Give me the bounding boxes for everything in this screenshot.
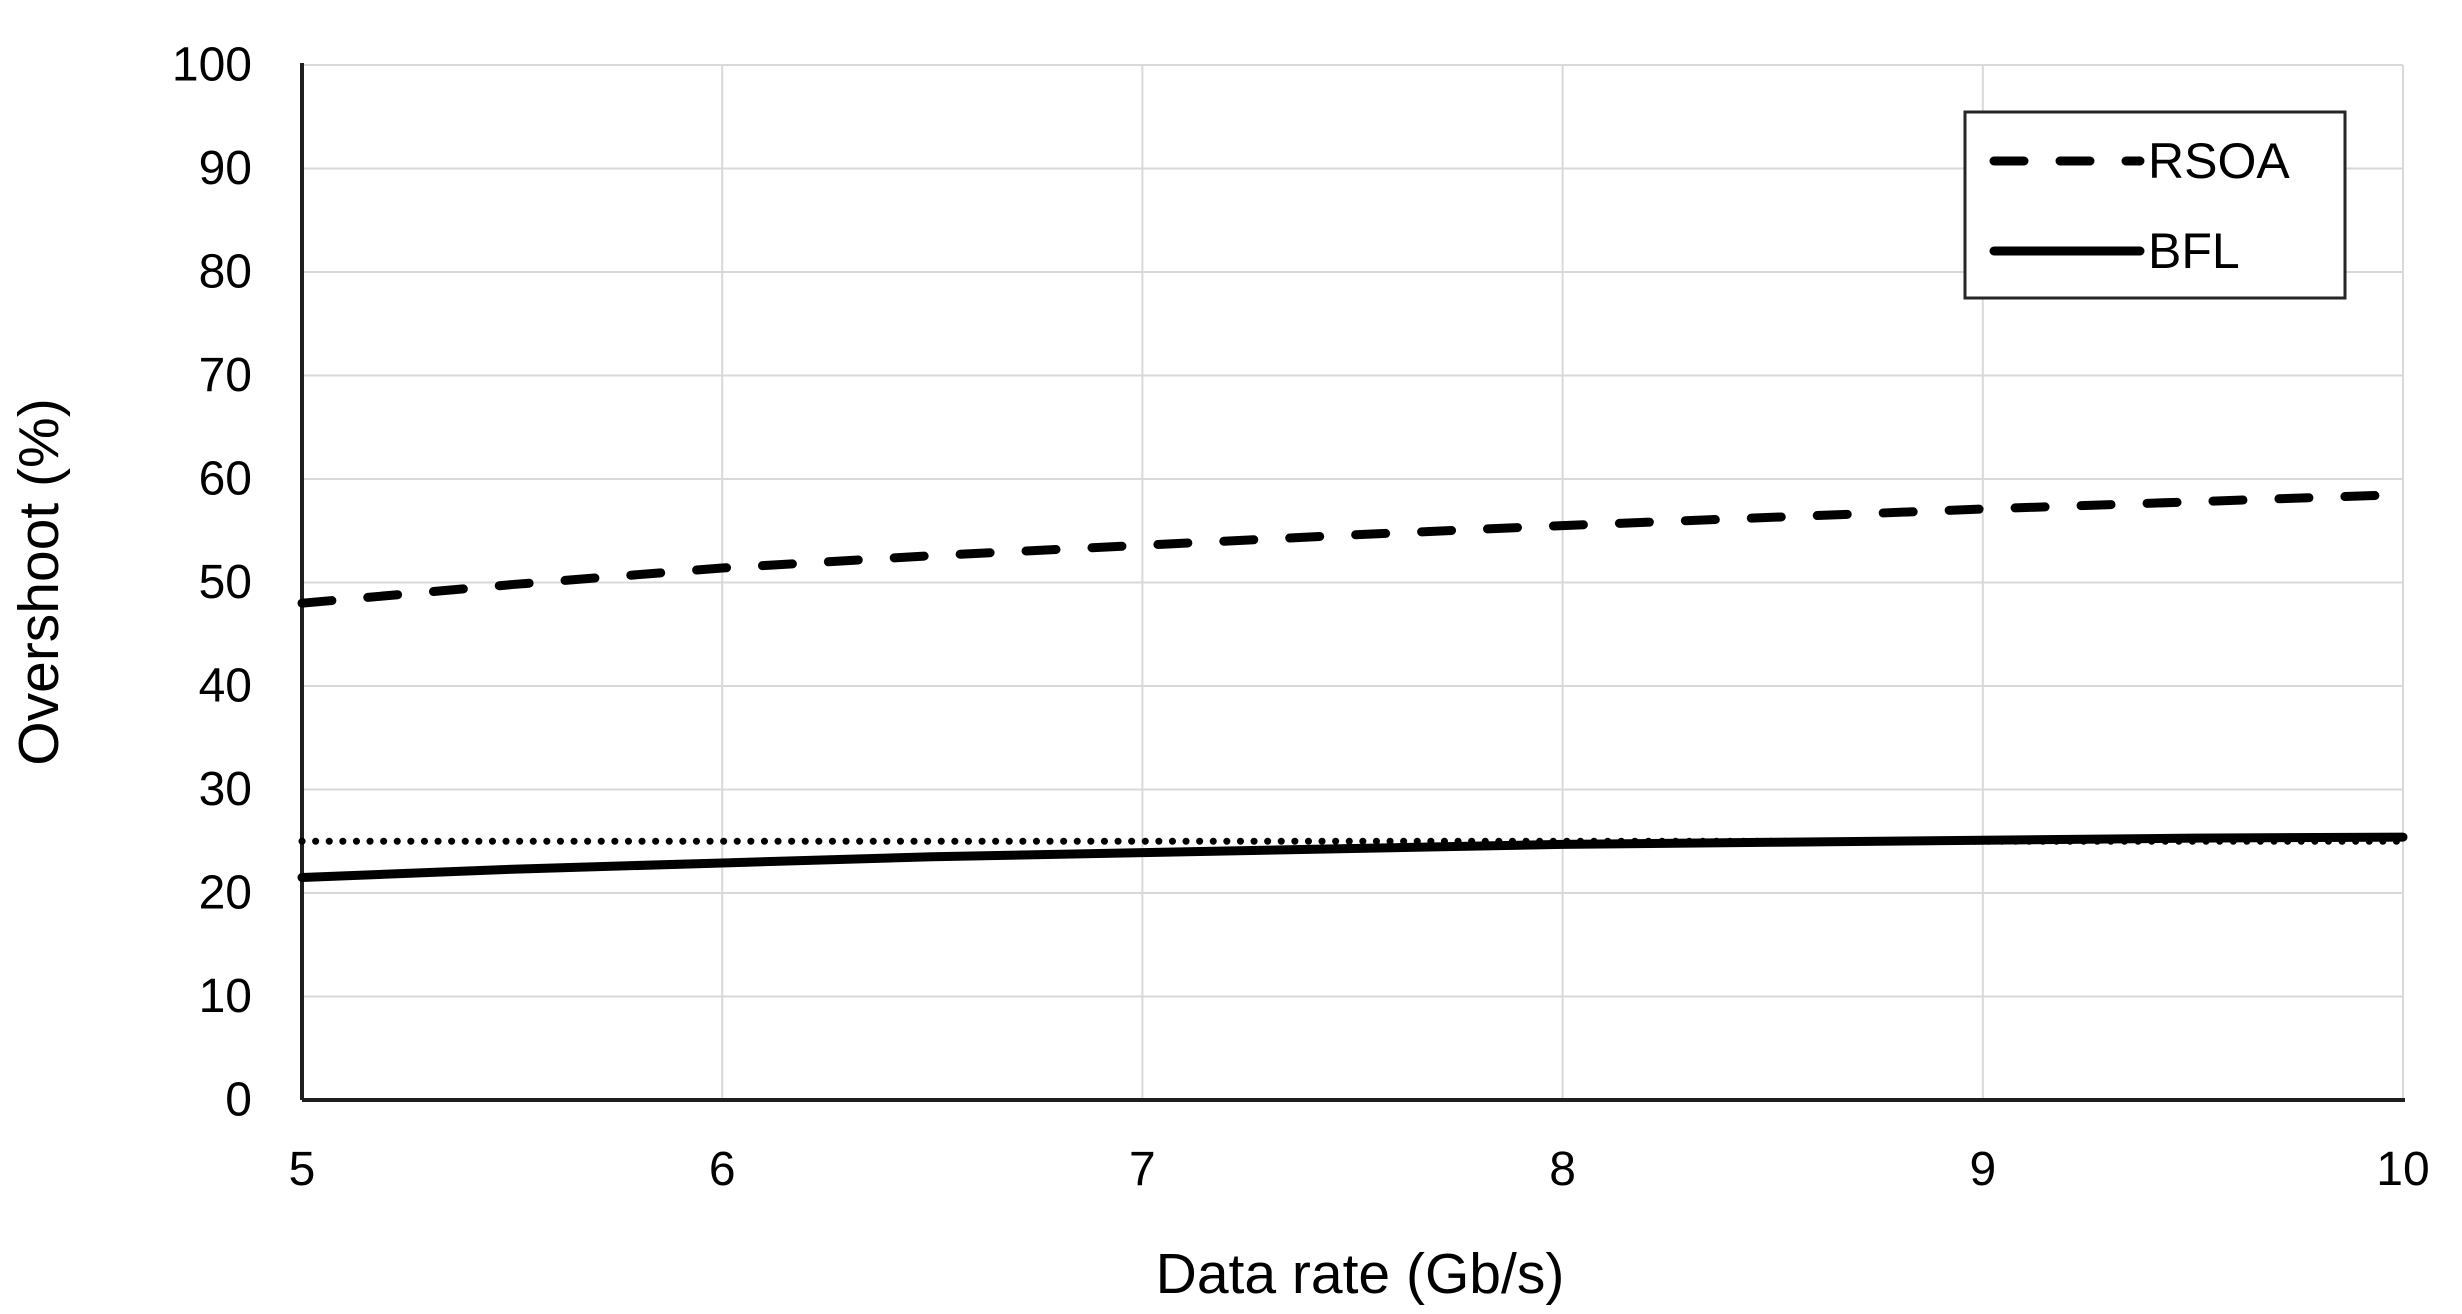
x-tick-label-6: 6 <box>709 1143 736 1196</box>
y-axis-title: Overshoot (%) <box>7 398 71 765</box>
legend-label-bfl: BFL <box>2148 223 2240 279</box>
y-tick-label-90: 90 <box>199 142 252 195</box>
y-tick-label-20: 20 <box>199 867 252 920</box>
series-lines <box>297 490 2408 882</box>
y-tick-label-30: 30 <box>199 763 252 816</box>
gridlines <box>302 64 2404 1100</box>
x-tick-label-9: 9 <box>1969 1143 1996 1196</box>
legend: RSOA BFL <box>1963 110 2347 300</box>
legend-box <box>1963 110 2347 300</box>
y-tick-label-0: 0 <box>225 1074 252 1127</box>
y-tick-label-40: 40 <box>199 660 252 713</box>
x-axis-title: Data rate (Gb/s) <box>1156 1242 1565 1306</box>
x-tick-label-7: 7 <box>1129 1143 1156 1196</box>
y-tick-label-10: 10 <box>199 970 252 1023</box>
legend-label-rsoa: RSOA <box>2148 133 2290 189</box>
series-line-bfl <box>297 832 2408 882</box>
y-tick-label-50: 50 <box>199 556 252 609</box>
tick-labels: 0 10 20 30 40 50 60 70 80 90 100 5 6 7 8 9 10 <box>172 39 2430 1197</box>
x-tick-label-10: 10 <box>2376 1143 2429 1196</box>
series-line-rsoa <box>297 490 2408 608</box>
y-tick-label-70: 70 <box>199 349 252 402</box>
y-tick-label-80: 80 <box>199 246 252 299</box>
x-tick-label-5: 5 <box>289 1143 316 1196</box>
x-tick-label-8: 8 <box>1549 1143 1576 1196</box>
y-tick-label-60: 60 <box>199 453 252 506</box>
y-tick-label-100: 100 <box>172 39 252 92</box>
axes <box>300 63 2405 1102</box>
